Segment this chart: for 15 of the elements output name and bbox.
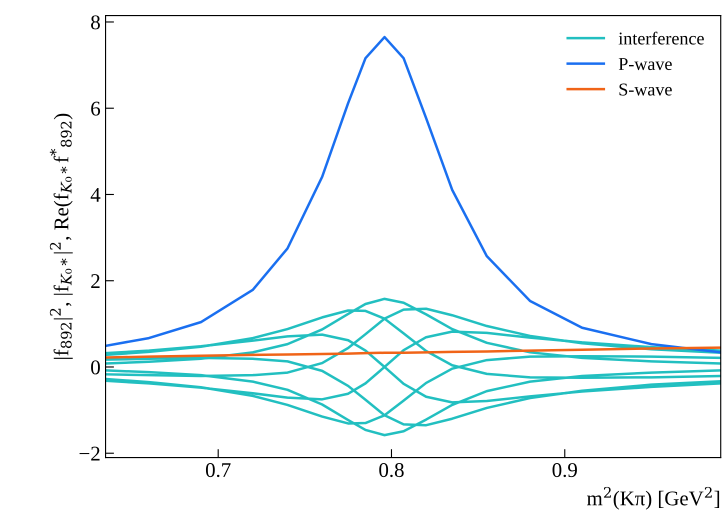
text: |f$_{892}$|$^{2}$, |f$_{K₀*}$|$^{2}$, Re(f$_{K₀*}$f$^{*}$$_{892}$) (50, 114, 73, 359)
x-tick-label: 0.7 (206, 463, 231, 478)
x-axis-title: m$^{2}$(Kπ) [GeV$^{2}$] (586, 486, 720, 510)
y-tick-label: −2 (80, 446, 100, 460)
y-tick-label: 4 (90, 188, 100, 202)
line-series (106, 346, 721, 359)
legend-label: P-wave (618, 58, 672, 70)
y-tick-label: 8 (91, 15, 100, 30)
y-tick-label: 2 (91, 274, 100, 288)
y-tick-label: 6 (91, 102, 100, 116)
legend-label: S-wave (619, 83, 672, 96)
y-tick-label: 0 (91, 360, 100, 374)
x-tick-label: 0.9 (552, 463, 577, 478)
x-tick-label: 0.8 (379, 463, 404, 478)
legend-label: interference (618, 32, 704, 45)
